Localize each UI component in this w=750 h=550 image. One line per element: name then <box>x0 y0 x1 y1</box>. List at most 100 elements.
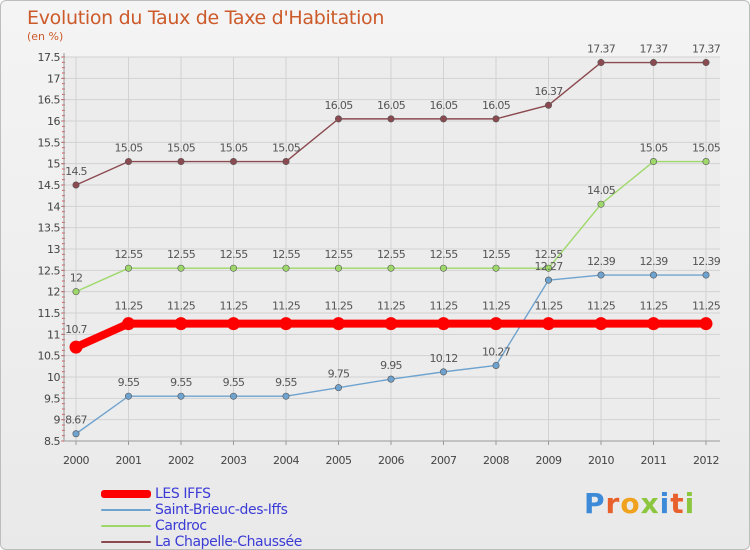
data-label: 11.25 <box>272 300 301 313</box>
legend: LES IFFS Saint-Brieuc-des-Iffs Cardroc La C… <box>101 486 302 550</box>
data-point <box>282 392 290 400</box>
data-point <box>647 317 660 331</box>
data-label: 12.55 <box>167 248 196 261</box>
data-point <box>125 158 133 166</box>
data-label: 11.25 <box>535 300 564 313</box>
x-tick-label: 2009 <box>536 454 562 467</box>
data-label: 9.55 <box>170 376 192 389</box>
data-point <box>334 264 342 272</box>
data-label: 12.39 <box>587 255 616 268</box>
data-point <box>439 115 447 123</box>
data-label: 10.27 <box>482 345 511 358</box>
x-tick-label: 2001 <box>116 454 142 467</box>
data-label: 11.25 <box>482 300 511 313</box>
data-label: 11.25 <box>640 300 669 313</box>
data-point <box>489 317 503 331</box>
y-tick-label: 15 <box>47 158 60 171</box>
data-label: 9.75 <box>328 368 350 381</box>
legend-item: LES IFFS <box>101 486 302 502</box>
legend-swatch <box>101 509 151 511</box>
y-tick-label: 9 <box>54 414 61 427</box>
data-point <box>230 158 238 166</box>
data-point <box>649 59 657 67</box>
data-point <box>72 181 80 189</box>
data-label: 12.27 <box>535 260 564 273</box>
data-point <box>492 361 500 369</box>
y-tick-label: 8.5 <box>44 435 60 448</box>
data-point <box>282 158 290 166</box>
data-point <box>699 317 713 331</box>
data-point <box>544 264 552 272</box>
legend-swatch <box>101 525 151 527</box>
data-point <box>649 271 657 279</box>
data-label: 17.37 <box>587 43 616 56</box>
data-label: 16.05 <box>325 99 354 112</box>
y-tick-label: 12.5 <box>38 264 61 277</box>
data-point <box>387 264 395 272</box>
y-tick-label: 10 <box>47 371 60 384</box>
x-tick-label: 2011 <box>641 454 667 467</box>
data-label: 11.25 <box>377 300 406 313</box>
legend-item: La Chapelle-Chaussée <box>101 534 302 550</box>
data-label: 12.55 <box>430 248 459 261</box>
data-point <box>594 317 608 331</box>
data-point <box>702 158 710 166</box>
data-label: 12.55 <box>272 248 301 261</box>
data-point <box>122 317 135 331</box>
y-tick-label: 11 <box>47 328 60 341</box>
data-point <box>544 276 552 284</box>
data-point <box>542 317 555 331</box>
legend-swatch <box>101 490 151 498</box>
data-label: 12.55 <box>220 248 249 261</box>
data-point <box>282 264 290 272</box>
y-tick-label: 13 <box>47 243 60 256</box>
data-point <box>702 271 710 279</box>
data-label: 12.55 <box>535 248 564 261</box>
data-point <box>177 158 185 166</box>
data-label: 12 <box>70 272 83 285</box>
data-point <box>177 392 185 400</box>
data-point <box>439 368 447 376</box>
data-label: 11.25 <box>587 300 616 313</box>
data-label: 8.67 <box>65 414 87 427</box>
y-tick-label: 13.5 <box>38 222 61 235</box>
data-point <box>544 101 552 109</box>
x-tick-label: 2006 <box>378 454 404 467</box>
data-label: 11.25 <box>115 300 144 313</box>
data-label: 15.05 <box>167 142 196 155</box>
data-point <box>492 115 500 123</box>
data-label: 16.05 <box>482 99 511 112</box>
data-point <box>384 317 398 331</box>
data-point <box>597 271 605 279</box>
data-point <box>334 115 342 123</box>
legend-item: Cardroc <box>101 518 302 534</box>
y-tick-label: 12 <box>47 286 60 299</box>
data-label: 17.37 <box>692 43 721 56</box>
data-label: 9.55 <box>118 376 140 389</box>
data-point <box>177 264 185 272</box>
legend-label: Saint-Brieuc-des-Iffs <box>155 502 288 518</box>
data-point <box>492 264 500 272</box>
data-label: 11.25 <box>430 300 459 313</box>
data-label: 10.12 <box>430 352 458 365</box>
data-point <box>72 430 80 438</box>
y-tick-label: 16.5 <box>38 94 61 107</box>
x-tick-label: 2007 <box>431 454 457 467</box>
data-point <box>125 392 133 400</box>
data-label: 16.05 <box>377 99 406 112</box>
data-label: 16.05 <box>430 99 459 112</box>
legend-label: La Chapelle-Chaussée <box>155 534 302 550</box>
data-label: 10.7 <box>65 323 87 336</box>
y-tick-label: 14 <box>47 200 60 213</box>
data-point <box>597 200 605 208</box>
x-tick-label: 2012 <box>693 454 719 467</box>
data-label: 15.05 <box>692 142 721 155</box>
data-label: 11.25 <box>167 300 196 313</box>
data-label: 11.25 <box>325 300 354 313</box>
y-tick-label: 10.5 <box>38 350 61 363</box>
x-tick-label: 2000 <box>63 454 89 467</box>
x-tick-label: 2008 <box>483 454 509 467</box>
data-label: 14.05 <box>587 184 616 197</box>
data-point <box>72 288 80 296</box>
